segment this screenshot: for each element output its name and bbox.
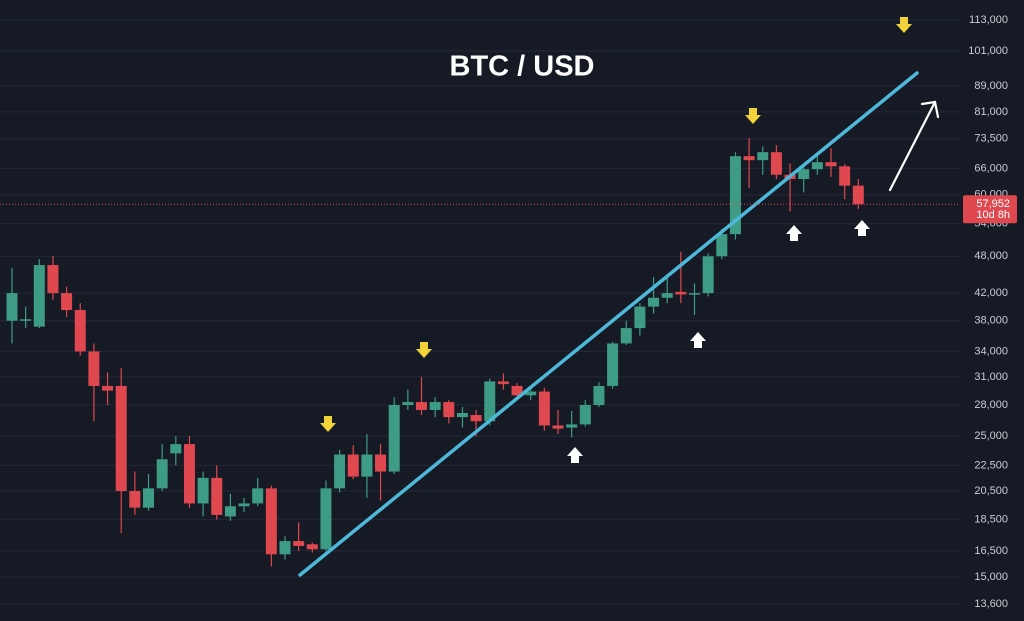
projection-arrow bbox=[888, 100, 940, 192]
candle-body bbox=[61, 293, 73, 311]
candle-body bbox=[143, 488, 154, 508]
candle-body bbox=[675, 291, 687, 295]
candle-body bbox=[361, 454, 373, 477]
candle-body bbox=[47, 265, 59, 294]
y-tick-label: 66,000 bbox=[974, 162, 1008, 174]
candle-body bbox=[484, 381, 496, 422]
candle-body bbox=[852, 185, 864, 205]
up-arrow bbox=[567, 447, 583, 463]
candle-body bbox=[224, 506, 236, 517]
up-arrow bbox=[854, 220, 870, 236]
y-tick-label: 81,000 bbox=[974, 106, 1008, 118]
y-tick-label: 34,000 bbox=[974, 345, 1008, 357]
candle-body bbox=[716, 234, 728, 257]
candle-body bbox=[648, 297, 660, 307]
candle-body bbox=[74, 310, 86, 352]
candle-body bbox=[293, 541, 305, 546]
candle-body bbox=[129, 491, 141, 508]
candle-body bbox=[456, 413, 468, 418]
candle-body bbox=[265, 488, 277, 555]
candle-body bbox=[798, 169, 810, 180]
candle-body bbox=[156, 459, 168, 489]
candle-body bbox=[620, 328, 632, 344]
candle-body bbox=[33, 265, 45, 327]
y-tick-label: 13,600 bbox=[974, 598, 1008, 610]
candle-body bbox=[252, 488, 264, 504]
candle-body bbox=[497, 381, 509, 385]
y-tick-label: 113,000 bbox=[969, 14, 1008, 26]
candle-body bbox=[566, 424, 578, 428]
y-tick-label: 28,000 bbox=[974, 399, 1008, 411]
y-tick-label: 22,500 bbox=[974, 459, 1008, 471]
candle-body bbox=[689, 293, 700, 295]
candle-body bbox=[402, 402, 414, 406]
candle-body bbox=[20, 319, 32, 321]
chart-title: BTC / USD bbox=[450, 51, 595, 83]
last-price-box bbox=[963, 195, 1017, 224]
y-tick-label: 18,500 bbox=[974, 513, 1008, 525]
candle-body bbox=[6, 293, 18, 321]
candle-body bbox=[279, 541, 291, 555]
candle-body bbox=[811, 162, 823, 170]
y-tick-label: 25,000 bbox=[974, 430, 1008, 442]
y-tick-label: 16,500 bbox=[974, 545, 1008, 557]
candle-body bbox=[702, 256, 714, 294]
up-arrow bbox=[786, 225, 802, 241]
candle-body bbox=[388, 405, 400, 472]
candle-body bbox=[170, 444, 182, 454]
up-arrow bbox=[690, 332, 706, 348]
candle-body bbox=[197, 477, 209, 504]
candle-body bbox=[538, 391, 550, 426]
candle-body bbox=[334, 454, 346, 489]
down-arrow bbox=[416, 342, 432, 358]
candle-body bbox=[347, 454, 359, 477]
candle-body bbox=[416, 402, 427, 410]
candle-body bbox=[115, 385, 127, 492]
y-tick-label: 15,000 bbox=[974, 571, 1008, 583]
candle-body bbox=[470, 415, 482, 422]
y-tick-label: 73,500 bbox=[974, 133, 1008, 145]
candle-body bbox=[729, 156, 741, 235]
candle-body bbox=[306, 544, 318, 550]
candle-body bbox=[102, 385, 114, 391]
y-tick-label: 38,000 bbox=[974, 315, 1008, 327]
trend-line bbox=[298, 71, 919, 577]
candle-body bbox=[183, 444, 195, 504]
last-price-label: 57,952 bbox=[976, 198, 1010, 210]
candle-body bbox=[375, 454, 387, 472]
candle-body bbox=[88, 351, 100, 386]
candle-body bbox=[770, 152, 782, 175]
candle-body bbox=[607, 343, 619, 386]
y-tick-label: 101,000 bbox=[968, 45, 1008, 57]
candle-body bbox=[839, 166, 851, 186]
candle-body bbox=[661, 293, 673, 298]
down-arrow bbox=[320, 416, 336, 432]
candle-body bbox=[511, 385, 523, 396]
y-tick-label: 48,000 bbox=[974, 250, 1008, 262]
candle-body bbox=[743, 156, 755, 161]
y-tick-label: 31,000 bbox=[974, 371, 1008, 383]
candle-body bbox=[320, 488, 332, 550]
candle-body bbox=[238, 503, 250, 507]
y-tick-label: 89,000 bbox=[974, 80, 1008, 92]
candle-body bbox=[443, 402, 455, 418]
y-tick-label: 20,500 bbox=[974, 485, 1008, 497]
down-arrow bbox=[745, 108, 761, 124]
candle-body bbox=[525, 391, 537, 396]
candle-body bbox=[211, 477, 223, 515]
down-arrow bbox=[896, 17, 912, 33]
candle-body bbox=[634, 306, 646, 329]
y-tick-label: 42,000 bbox=[974, 287, 1008, 299]
candle-body bbox=[579, 405, 591, 425]
candle-body bbox=[429, 402, 441, 410]
candle-body bbox=[757, 152, 769, 161]
countdown-label: 10d 8h bbox=[976, 209, 1010, 221]
candle-body bbox=[593, 385, 605, 406]
candle-body bbox=[552, 425, 564, 429]
candle-body bbox=[825, 162, 837, 167]
